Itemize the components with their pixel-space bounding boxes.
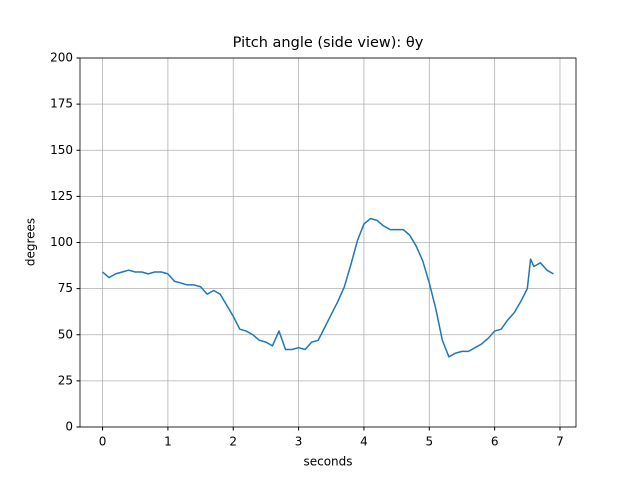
x-tick-label: 1: [164, 435, 172, 449]
y-axis-label: degrees: [24, 218, 38, 266]
y-tick-label: 50: [58, 327, 73, 341]
y-tick-label: 0: [65, 420, 73, 434]
data-line: [102, 217, 554, 358]
x-tick-label: 7: [556, 435, 564, 449]
plot-frame: [79, 57, 577, 428]
x-tick-label: 6: [491, 435, 499, 449]
x-tick-label: 2: [229, 435, 237, 449]
x-tick-label: 3: [295, 435, 303, 449]
y-tick-label: 200: [50, 51, 73, 65]
y-tick-label: 175: [50, 97, 73, 111]
y-tick-label: 100: [50, 235, 73, 249]
y-tick-label: 25: [58, 373, 73, 387]
y-tick-label: 125: [50, 189, 73, 203]
x-tick-label: 4: [360, 435, 368, 449]
y-tick-label: 150: [50, 143, 73, 157]
x-tick-label: 0: [99, 435, 107, 449]
x-axis-label: seconds: [303, 455, 352, 469]
y-tick-label: 75: [58, 281, 73, 295]
chart-title: Pitch angle (side view): θy: [233, 35, 424, 51]
x-tick-label: 5: [425, 435, 433, 449]
